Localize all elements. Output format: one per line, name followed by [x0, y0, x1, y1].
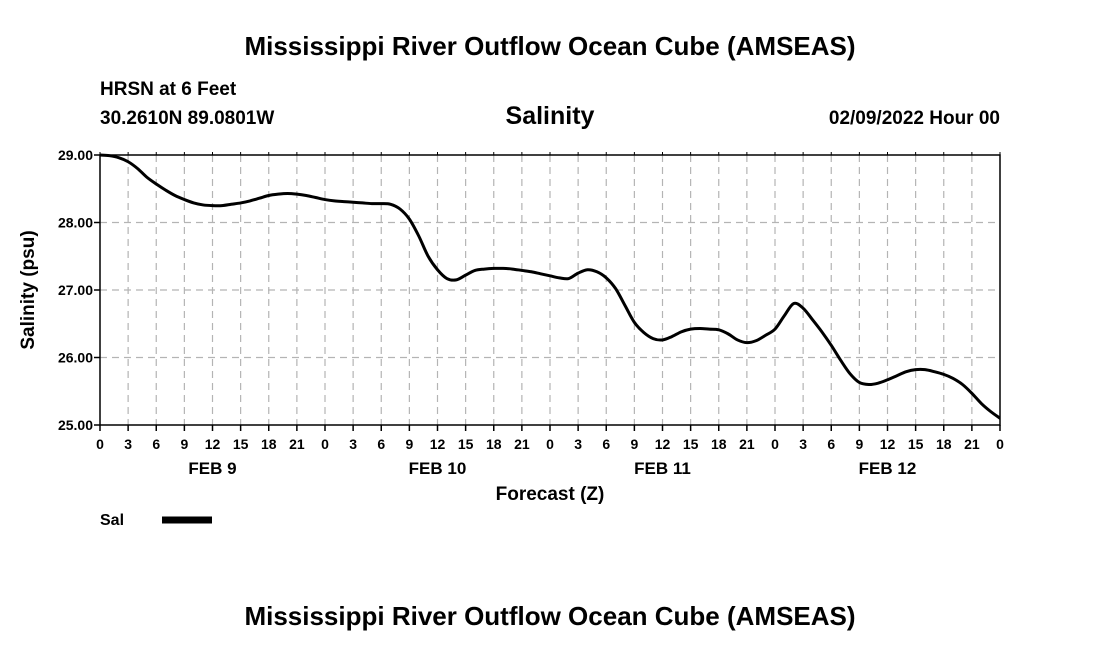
y-tick-label: 28.00	[58, 215, 93, 231]
x-tick-label: 9	[855, 436, 863, 452]
station-coordinates: 30.2610N 89.0801W	[100, 108, 274, 129]
x-tick-label: 21	[739, 436, 755, 452]
x-tick-label: 12	[205, 436, 221, 452]
x-tick-label: 15	[233, 436, 249, 452]
x-tick-label: 3	[124, 436, 132, 452]
x-tick-label: 12	[655, 436, 671, 452]
day-label: FEB 11	[634, 459, 691, 478]
x-tick-label: 9	[630, 436, 638, 452]
chart-title: Mississippi River Outflow Ocean Cube (AM…	[244, 31, 855, 61]
x-tick-label: 9	[405, 436, 413, 452]
x-tick-label: 9	[180, 436, 188, 452]
grid	[100, 155, 1000, 425]
x-tick-label: 18	[936, 436, 952, 452]
x-tick-label: 6	[152, 436, 160, 452]
y-axis: 25.00 26.00 27.00 28.00 29.00	[58, 147, 100, 433]
variable-title: Salinity	[506, 102, 595, 130]
y-tick-label: 27.00	[58, 282, 93, 298]
day-label: FEB 10	[409, 459, 467, 478]
x-tick-label: 15	[683, 436, 699, 452]
x-tick-label: 21	[289, 436, 305, 452]
forecast-date: 02/09/2022 Hour 00	[829, 108, 1000, 129]
y-tick-label: 29.00	[58, 147, 93, 163]
x-tick-label: 15	[458, 436, 474, 452]
x-tick-label: 3	[349, 436, 357, 452]
day-labels: FEB 9 FEB 10 FEB 11 FEB 12	[188, 459, 916, 478]
x-tick-label: 3	[799, 436, 807, 452]
x-tick-label: 12	[880, 436, 896, 452]
x-tick-label: 3	[574, 436, 582, 452]
x-axis: 0 3 6 9 12 15 18 21 0 3 6 9 12 15 18 21 0 3 6 9 12 15 18 21 0 3 6 9…	[96, 152, 1004, 452]
x-tick-label: 18	[711, 436, 727, 452]
x-tick-label: 18	[261, 436, 277, 452]
x-tick-label: 6	[602, 436, 610, 452]
x-tick-label: 0	[546, 436, 554, 452]
x-tick-label: 6	[827, 436, 835, 452]
x-tick-label: 0	[996, 436, 1004, 452]
x-tick-label: 0	[771, 436, 779, 452]
x-tick-label: 12	[430, 436, 446, 452]
day-label: FEB 9	[188, 459, 236, 478]
x-tick-label: 15	[908, 436, 924, 452]
station-label: HRSN at 6 Feet	[100, 79, 237, 100]
day-label: FEB 12	[859, 459, 917, 478]
y-tick-label: 26.00	[58, 350, 93, 366]
x-tick-label: 21	[514, 436, 530, 452]
footer-title: Mississippi River Outflow Ocean Cube (AM…	[244, 601, 855, 631]
x-tick-label: 18	[486, 436, 502, 452]
x-tick-label: 0	[321, 436, 329, 452]
legend-label: Sal	[100, 512, 124, 529]
y-tick-label: 25.00	[58, 417, 93, 433]
series-line-sal	[100, 153, 1000, 420]
x-tick-label: 0	[96, 436, 104, 452]
x-tick-label: 21	[964, 436, 980, 452]
x-axis-label: Forecast (Z)	[496, 484, 605, 505]
x-tick-label: 6	[377, 436, 385, 452]
y-axis-label: Salinity (psu)	[18, 230, 39, 349]
